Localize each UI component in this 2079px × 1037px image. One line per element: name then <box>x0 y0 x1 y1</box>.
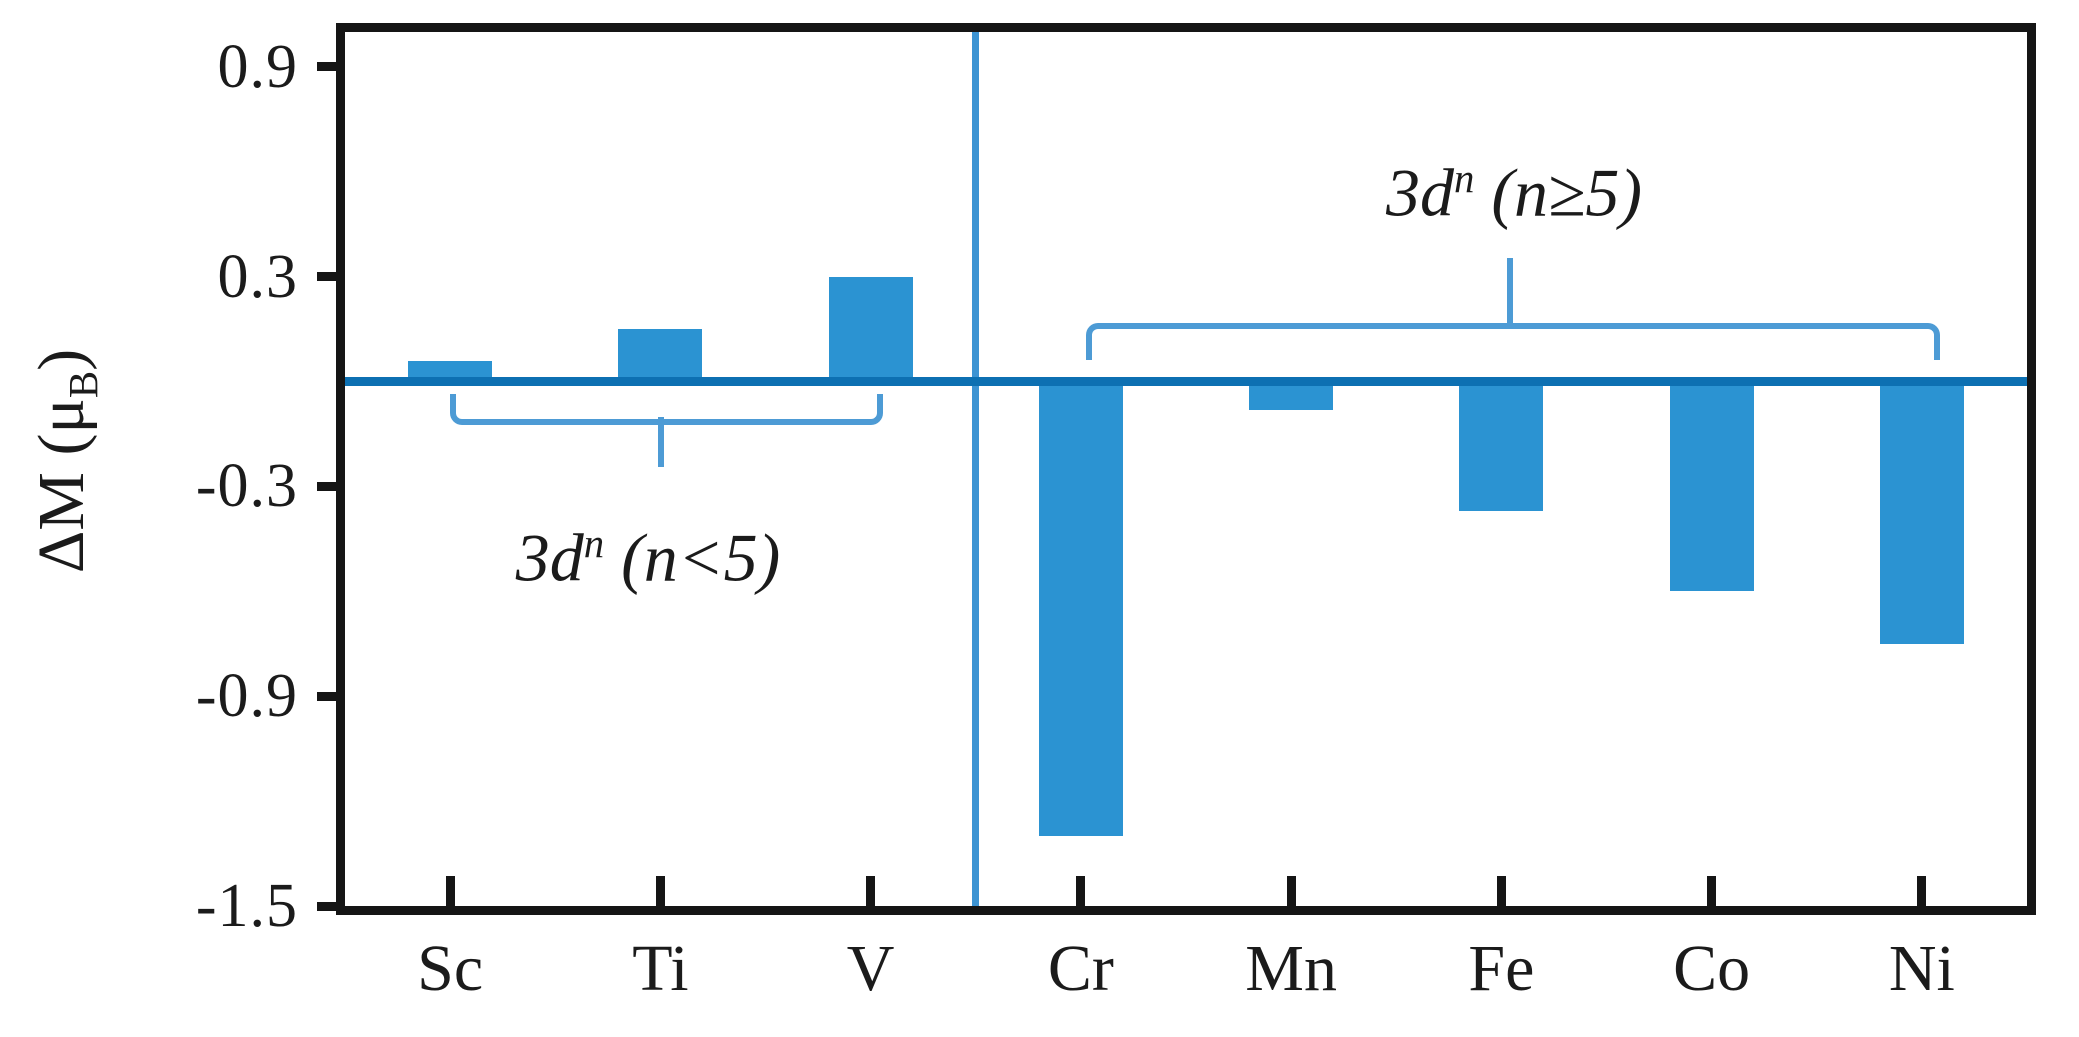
x-tick-Sc <box>445 876 455 906</box>
x-axis-label-Mn: Mn <box>1245 932 1337 1005</box>
y-tick--0.3 <box>317 481 345 491</box>
y-tick-label-0.9: 0.9 <box>217 32 298 101</box>
bar-Fe <box>1459 381 1544 511</box>
group-separator-line <box>972 32 980 906</box>
left-group-bracket <box>450 394 883 425</box>
bar-Mn <box>1249 381 1334 410</box>
left-group-bracket-stem <box>658 417 664 467</box>
x-tick-V <box>866 876 876 906</box>
bar-Sc <box>408 360 493 382</box>
y-axis-title-close: ) <box>25 348 98 371</box>
right-group-label-sup: n <box>1453 156 1475 201</box>
x-axis-label-Ni: Ni <box>1888 932 1955 1005</box>
x-axis-label-Sc: Sc <box>417 932 484 1005</box>
bar-Ni <box>1879 381 1964 644</box>
x-axis-label-Fe: Fe <box>1468 932 1535 1005</box>
left-group-label-rest: (n<5) <box>604 519 781 596</box>
right-group-bracket-stem <box>1507 258 1513 326</box>
y-axis-title-subscript: B <box>61 370 107 399</box>
x-axis-label-Cr: Cr <box>1047 932 1114 1005</box>
right-group-label-rest: (n≥5) <box>1474 154 1643 231</box>
y-tick-label-0.3: 0.3 <box>217 242 298 311</box>
bar-V <box>828 276 913 382</box>
zero-baseline-line <box>345 377 2027 387</box>
bar-Ti <box>618 329 703 382</box>
y-tick--0.9 <box>317 691 345 701</box>
plot-area <box>336 23 2036 915</box>
right-group-label: 3dn (n≥5) <box>1386 140 1642 232</box>
y-tick-0.9 <box>317 62 345 72</box>
bar-Co <box>1669 381 1754 592</box>
x-tick-Co <box>1707 876 1717 906</box>
x-axis-label-Ti: Ti <box>632 932 689 1005</box>
left-group-label-base: 3d <box>515 519 584 596</box>
x-tick-Mn <box>1286 876 1296 906</box>
x-tick-Fe <box>1496 876 1506 906</box>
left-group-label: 3dn (n<5) <box>516 505 781 597</box>
bar-Cr <box>1038 381 1123 837</box>
left-group-label-sup: n <box>583 521 605 566</box>
right-group-label-base: 3d <box>1385 154 1454 231</box>
x-axis-label-Co: Co <box>1673 932 1751 1005</box>
x-tick-Cr <box>1076 876 1086 906</box>
x-tick-Ni <box>1917 876 1927 906</box>
y-tick-label--0.3: -0.3 <box>195 452 298 521</box>
y-tick-0.3 <box>317 272 345 282</box>
y-tick--1.5 <box>317 901 345 911</box>
y-tick-label--1.5: -1.5 <box>195 872 298 940</box>
right-group-bracket <box>1086 323 1940 360</box>
x-tick-Ti <box>655 876 665 906</box>
y-tick-label--0.9: -0.9 <box>195 662 298 731</box>
x-axis-label-V: V <box>846 932 895 1005</box>
